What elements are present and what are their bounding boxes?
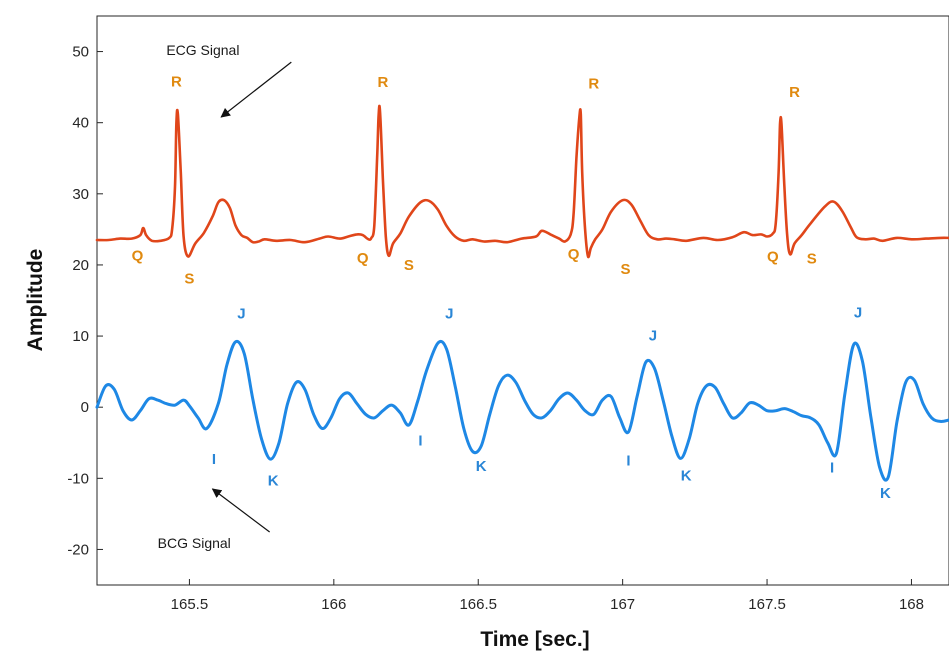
x-axis-ticks: 165.5 166 166.5 167 167.5 168	[171, 579, 924, 613]
y-tick-label: -10	[67, 470, 89, 487]
series-layer	[95, 104, 949, 482]
ecg-peak-label-r: R	[588, 76, 599, 93]
annotation-arrow	[211, 488, 271, 533]
ecg-peak-label-q: Q	[568, 246, 580, 263]
ecg-peak-label-q: Q	[767, 248, 779, 265]
ecg-peak-label-r: R	[171, 73, 182, 90]
y-tick-label: -20	[67, 541, 89, 558]
x-axis-title: Time [sec.]	[480, 628, 589, 651]
x-tick-label: 165.5	[171, 596, 209, 613]
x-tick-label: 167.5	[748, 596, 786, 613]
y-tick-label: 10	[72, 328, 89, 345]
peak-labels: Q R S Q R S Q R S Q R S I J K I J K I J K I J K	[132, 73, 891, 502]
y-tick-label: 50	[72, 44, 89, 61]
bcg-signal-line	[95, 339, 949, 482]
bcg-peak-label-j: J	[445, 305, 453, 322]
ecg-peak-label-s: S	[184, 270, 194, 287]
bcg-peak-label-i: I	[830, 460, 834, 477]
annotations: ECG Signal BCG Signal	[158, 42, 292, 551]
ecg-peak-label-r: R	[378, 74, 389, 91]
x-tick-label: 166	[321, 596, 346, 613]
bcg-peak-label-i: I	[212, 451, 216, 468]
x-tick-label: 168	[899, 596, 924, 613]
ecg-peak-label-s: S	[404, 257, 414, 274]
bcg-peak-label-j: J	[854, 305, 862, 322]
bcg-peak-label-k: K	[476, 458, 487, 475]
plot-area-frame	[96, 15, 949, 586]
y-axis-ticks: -20 -10 0 10 20 30 40 50	[67, 44, 103, 558]
ecg-peak-label-r: R	[789, 84, 800, 101]
y-tick-label: 30	[72, 186, 89, 203]
bcg-peak-label-j: J	[237, 305, 245, 322]
bcg-peak-label-i: I	[626, 453, 630, 470]
x-tick-label: 167	[610, 596, 635, 613]
y-tick-label: 20	[72, 257, 89, 274]
x-tick-label: 166.5	[459, 596, 497, 613]
bcg-peak-label-k: K	[880, 485, 891, 502]
annotation-text: BCG Signal	[158, 535, 231, 551]
annotation-text: ECG Signal	[166, 42, 239, 58]
y-axis-title: Amplitude	[24, 249, 47, 352]
bcg-peak-label-k: K	[268, 472, 279, 489]
bcg-peak-label-k: K	[681, 467, 692, 484]
ecg-peak-label-s: S	[621, 261, 631, 278]
ecg-peak-label-s: S	[807, 251, 817, 268]
annotation-arrow	[220, 61, 292, 118]
y-tick-label: 40	[72, 115, 89, 132]
bcg-peak-label-i: I	[418, 433, 422, 450]
ecg-peak-label-q: Q	[357, 250, 369, 267]
bcg-peak-label-j: J	[649, 327, 657, 344]
y-tick-label: 0	[81, 399, 89, 416]
ecg-peak-label-q: Q	[132, 248, 144, 265]
ecg-signal-line	[95, 104, 949, 259]
